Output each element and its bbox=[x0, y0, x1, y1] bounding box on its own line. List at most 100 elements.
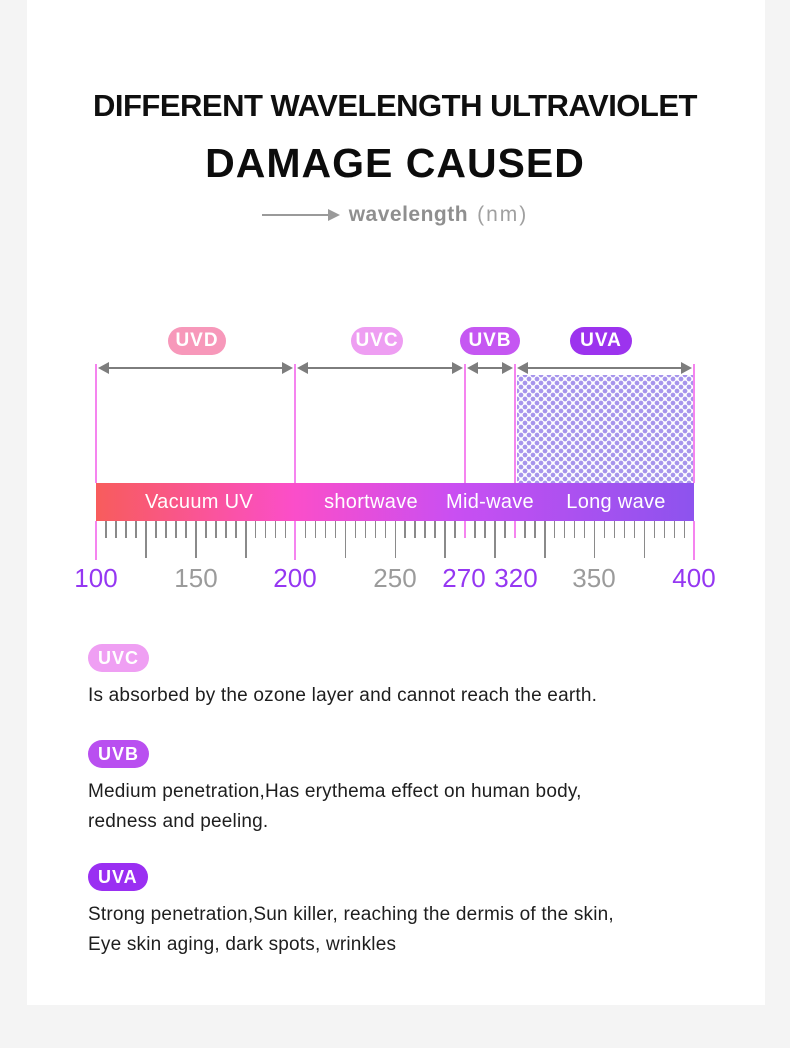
ruler-tick bbox=[284, 521, 287, 538]
ruler-tick bbox=[663, 521, 666, 538]
ruler-tick bbox=[254, 521, 257, 538]
section-text: Medium penetration,Has erythema effect o… bbox=[88, 777, 708, 837]
ruler-tick bbox=[165, 521, 167, 538]
axis-number-270: 270 bbox=[442, 563, 486, 593]
ruler-tick bbox=[593, 521, 596, 558]
ruler-tick bbox=[155, 521, 157, 538]
ruler-key-tick bbox=[463, 521, 466, 538]
wavelength-label: wavelength bbox=[348, 203, 469, 226]
section-text-line: Is absorbed by the ozone layer and canno… bbox=[88, 685, 598, 706]
spectrum-bar bbox=[96, 483, 694, 521]
ruler-tick bbox=[125, 521, 127, 538]
axis-number-150: 150 bbox=[174, 563, 218, 593]
bar-segment-label-uvb: Mid-wave bbox=[446, 491, 534, 513]
ruler-tick bbox=[384, 521, 387, 538]
bar-segment-label-uvc: shortwave bbox=[324, 491, 418, 513]
ruler-tick bbox=[424, 521, 426, 538]
section-badge-uvb: UVB bbox=[88, 740, 150, 768]
guide-line-100nm bbox=[95, 364, 97, 483]
section-text-line: Strong penetration,Sun killer, reaching … bbox=[88, 904, 614, 925]
ruler-tick bbox=[444, 521, 446, 558]
section-text-line: Eye skin aging, dark spots, wrinkles bbox=[88, 934, 397, 955]
ruler-tick bbox=[175, 521, 177, 538]
ruler-tick bbox=[274, 521, 277, 538]
ruler-key-tick bbox=[693, 521, 695, 560]
uv-descriptions: UVC Is absorbed by the ozone layer and ca… bbox=[88, 644, 708, 960]
ruler-tick bbox=[484, 521, 486, 538]
ruler-tick bbox=[135, 521, 137, 538]
axis-number-250: 250 bbox=[373, 563, 417, 593]
ruler-tick bbox=[105, 521, 107, 538]
ruler-key-tick bbox=[513, 521, 516, 538]
ruler-tick bbox=[633, 521, 636, 538]
guide-line-320nm bbox=[513, 364, 516, 483]
ruler-tick bbox=[603, 521, 606, 538]
ruler-tick bbox=[553, 521, 556, 538]
ruler-tick bbox=[563, 521, 566, 538]
guide-line-400nm bbox=[693, 364, 695, 483]
ruler-tick bbox=[683, 521, 686, 538]
bar-segment-label-uva: Long wave bbox=[566, 491, 666, 513]
ruler-tick bbox=[673, 521, 676, 538]
ruler-tick bbox=[115, 521, 117, 538]
axis-number-100: 100 bbox=[74, 563, 118, 593]
ruler-tick bbox=[324, 521, 327, 538]
dimension-arrow-uvb bbox=[466, 361, 513, 375]
page-title-line2: DAMAGE CAUSED bbox=[205, 140, 585, 186]
ruler-tick bbox=[354, 521, 357, 538]
band-badge-uva: UVA bbox=[570, 327, 632, 355]
ruler-tick bbox=[334, 521, 337, 538]
wavelength-unit: (nm) bbox=[477, 203, 529, 226]
wavelength-caption: wavelength (nm) bbox=[0, 202, 790, 228]
ruler-tick bbox=[374, 521, 377, 538]
ruler-tick bbox=[434, 521, 436, 538]
ruler-tick bbox=[613, 521, 616, 538]
band-badge-uvb: UVB bbox=[460, 327, 520, 355]
section-badge-uvc: UVC bbox=[88, 644, 150, 672]
axis-number-400: 400 bbox=[672, 563, 716, 593]
ruler-tick bbox=[185, 521, 187, 538]
section-text: Is absorbed by the ozone layer and canno… bbox=[88, 681, 708, 711]
section-uva: UVA Strong penetration,Sun killer, reachi… bbox=[88, 863, 708, 960]
ruler-tick bbox=[235, 521, 237, 538]
ruler-tick bbox=[544, 521, 546, 558]
section-badge-uva: UVA bbox=[88, 863, 148, 891]
axis-number-350: 350 bbox=[572, 563, 616, 593]
ruler-tick bbox=[404, 521, 406, 538]
dimension-arrow-uva bbox=[516, 361, 692, 375]
ruler-tick bbox=[215, 521, 217, 538]
ruler-tick bbox=[195, 521, 197, 558]
ruler-tick bbox=[623, 521, 626, 538]
ruler-tick bbox=[534, 521, 536, 538]
axis-number-320: 320 bbox=[494, 563, 538, 593]
guide-line-200nm bbox=[294, 364, 296, 483]
ruler-tick bbox=[653, 521, 656, 538]
ruler-tick bbox=[145, 521, 147, 558]
band-badge-uvc: UVC bbox=[351, 327, 403, 355]
ruler-key-tick bbox=[95, 521, 97, 560]
ruler-tick bbox=[304, 521, 307, 538]
uva-hatch-pattern bbox=[516, 375, 693, 483]
ruler-tick bbox=[454, 521, 456, 538]
band-badge-uvd: UVD bbox=[168, 327, 226, 355]
section-text-line: redness and peeling. bbox=[88, 811, 269, 832]
ruler-tick bbox=[364, 521, 367, 538]
ruler-key-tick bbox=[294, 521, 297, 560]
ruler-tick bbox=[264, 521, 267, 538]
ruler-tick bbox=[205, 521, 207, 538]
guide-line-270nm bbox=[463, 364, 466, 483]
ruler-tick bbox=[573, 521, 576, 538]
right-arrow-icon bbox=[261, 209, 340, 221]
ruler-tick bbox=[414, 521, 416, 538]
section-text-line: Medium penetration,Has erythema effect o… bbox=[88, 781, 582, 802]
uv-spectrum-diagram: UVD UVC UVB UVA Vacuum UV shortwave Mid-wave Lo… bbox=[74, 327, 716, 593]
ruler-tick bbox=[583, 521, 586, 538]
section-uvc: UVC Is absorbed by the ozone layer and ca… bbox=[88, 644, 708, 711]
bar-segment-label-uvd: Vacuum UV bbox=[145, 491, 253, 513]
section-uvb: UVB Medium penetration,Has erythema effec… bbox=[88, 740, 708, 837]
ruler-tick bbox=[314, 521, 317, 538]
section-text: Strong penetration,Sun killer, reaching … bbox=[88, 900, 708, 960]
ruler-tick bbox=[494, 521, 496, 558]
dimension-arrow-uvc bbox=[297, 361, 463, 375]
